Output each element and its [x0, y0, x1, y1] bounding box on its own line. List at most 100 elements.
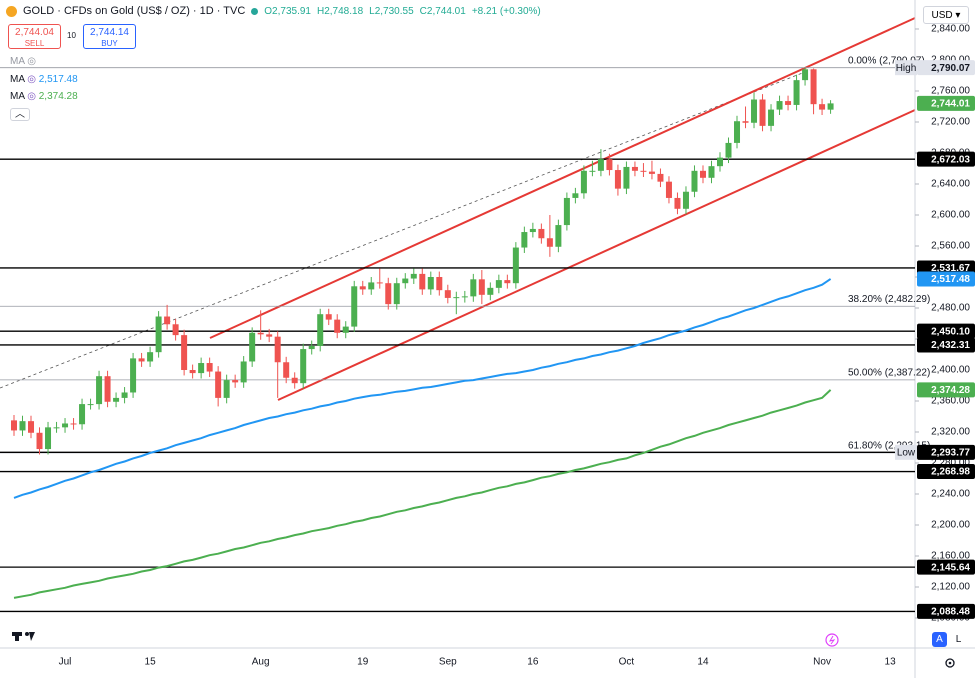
x-tick-label: 13 [885, 657, 897, 668]
ohlc-high: H2,748.18 [317, 5, 364, 17]
y-tick-label: 2,600.00 [931, 210, 970, 221]
candle-body [147, 352, 154, 362]
log-scale-button[interactable]: L [951, 632, 966, 647]
candle-body [546, 238, 553, 247]
candle-body [351, 286, 358, 327]
ma-legend-1[interactable]: MA ◎ 2,374.28 [10, 91, 78, 102]
candle-body [827, 103, 834, 110]
candle-body [589, 170, 596, 172]
moving-average-line [13, 389, 832, 599]
price-tag-note: High [896, 63, 917, 74]
buy-button[interactable]: 2,744.14 BUY [83, 24, 136, 49]
candle-body [376, 282, 383, 284]
y-tick-label: 2,480.00 [931, 303, 970, 314]
ohlc-open: O2,735.91 [264, 5, 311, 17]
x-tick-label: 16 [527, 657, 539, 668]
price-tag-label: 2,432.31 [931, 340, 970, 351]
candle-body [819, 104, 826, 110]
y-tick-label: 2,320.00 [931, 427, 970, 438]
candle-body [206, 363, 213, 372]
currency-button[interactable]: USD ▾ [923, 6, 969, 24]
candle-body [232, 380, 239, 383]
candle-body [674, 197, 681, 209]
ohlc-close: C2,744.01 [419, 5, 466, 17]
price-tag-label: 2,517.48 [931, 274, 970, 285]
price-tag-note-bg [895, 444, 917, 460]
ma-name: MA [10, 91, 25, 102]
sell-price: 2,744.04 [15, 27, 54, 38]
price-tag-note: Low [897, 447, 916, 458]
y-tick-label: 2,280.00 [931, 458, 970, 469]
auto-scale-button[interactable]: A [932, 632, 947, 647]
candle-body [580, 170, 587, 194]
candle-body [45, 427, 52, 450]
ma-value: 2,517.48 [38, 74, 78, 85]
candle-body [266, 334, 273, 337]
collapse-button[interactable]: ︿ [10, 108, 30, 121]
ohlc-change: +8.21 (+0.30%) [471, 5, 541, 17]
candle-body [402, 278, 409, 284]
sell-button[interactable]: 2,744.04 SELL [8, 24, 61, 49]
y-tick-label: 2,800.00 [931, 55, 970, 66]
price-tag [917, 151, 975, 167]
candle-body [317, 314, 324, 346]
channel-upper [209, 17, 916, 339]
ohlc-low: L2,730.55 [369, 5, 414, 17]
price-tag [917, 60, 975, 76]
price-tag [917, 323, 975, 339]
candle-body [793, 80, 800, 105]
symbol-icon [6, 5, 17, 17]
y-tick-label: 2,200.00 [931, 520, 970, 531]
candle-body [776, 101, 783, 110]
price-tag-label: 2,268.98 [931, 467, 970, 478]
candle-body [563, 197, 570, 226]
x-tick-label: 19 [357, 657, 369, 668]
y-tick-label: 2,400.00 [931, 365, 970, 376]
sell-label: SELL [24, 39, 45, 48]
x-tick-label: 15 [145, 657, 157, 668]
candle-body [172, 324, 179, 336]
x-tick-label: Nov [813, 657, 831, 668]
symbol[interactable]: GOLD · CFDs on Gold (US$ / OZ) · 1D · TV… [23, 5, 246, 17]
candle-body [495, 280, 502, 288]
candle-body [62, 423, 69, 428]
candle-body [79, 404, 86, 425]
candle-body [461, 296, 468, 298]
candle-body [751, 99, 758, 123]
y-tick-label: 2,240.00 [931, 489, 970, 500]
candle-body [802, 69, 809, 81]
candle-body [342, 326, 349, 333]
indicator-hidden[interactable]: MA ◎ [10, 56, 36, 67]
price-tag [917, 271, 975, 287]
candle-body [138, 358, 145, 362]
event-icon[interactable] [825, 633, 839, 647]
candle-body [410, 273, 417, 279]
candle-body [759, 99, 766, 126]
y-tick-label: 2,160.00 [931, 551, 970, 562]
candle-body [529, 228, 536, 233]
fib-label: 50.00% (2,387.22) [848, 368, 930, 379]
candle-body [198, 363, 205, 374]
fib-label: 38.20% (2,482.29) [848, 294, 930, 305]
moving-average-line [13, 278, 832, 499]
candle-body [249, 332, 256, 362]
candle-body [359, 286, 366, 290]
y-tick-label: 2,120.00 [931, 582, 970, 593]
candle-body [648, 171, 655, 174]
candle-body [181, 335, 188, 370]
x-tick-label: Jul [59, 657, 72, 668]
price-tag-label: 2,790.07 [931, 63, 970, 74]
candle-body [785, 101, 792, 105]
y-tick-label: 2,560.00 [931, 241, 970, 252]
candle-body [189, 369, 196, 374]
price-tag [917, 464, 975, 480]
y-tick-label: 2,720.00 [931, 117, 970, 128]
candle-body [257, 332, 264, 335]
settings-icon[interactable] [945, 658, 955, 668]
x-tick-label: Oct [619, 657, 635, 668]
ma-legend-0[interactable]: MA ◎ 2,517.48 [10, 74, 78, 85]
candle-body [682, 191, 689, 209]
